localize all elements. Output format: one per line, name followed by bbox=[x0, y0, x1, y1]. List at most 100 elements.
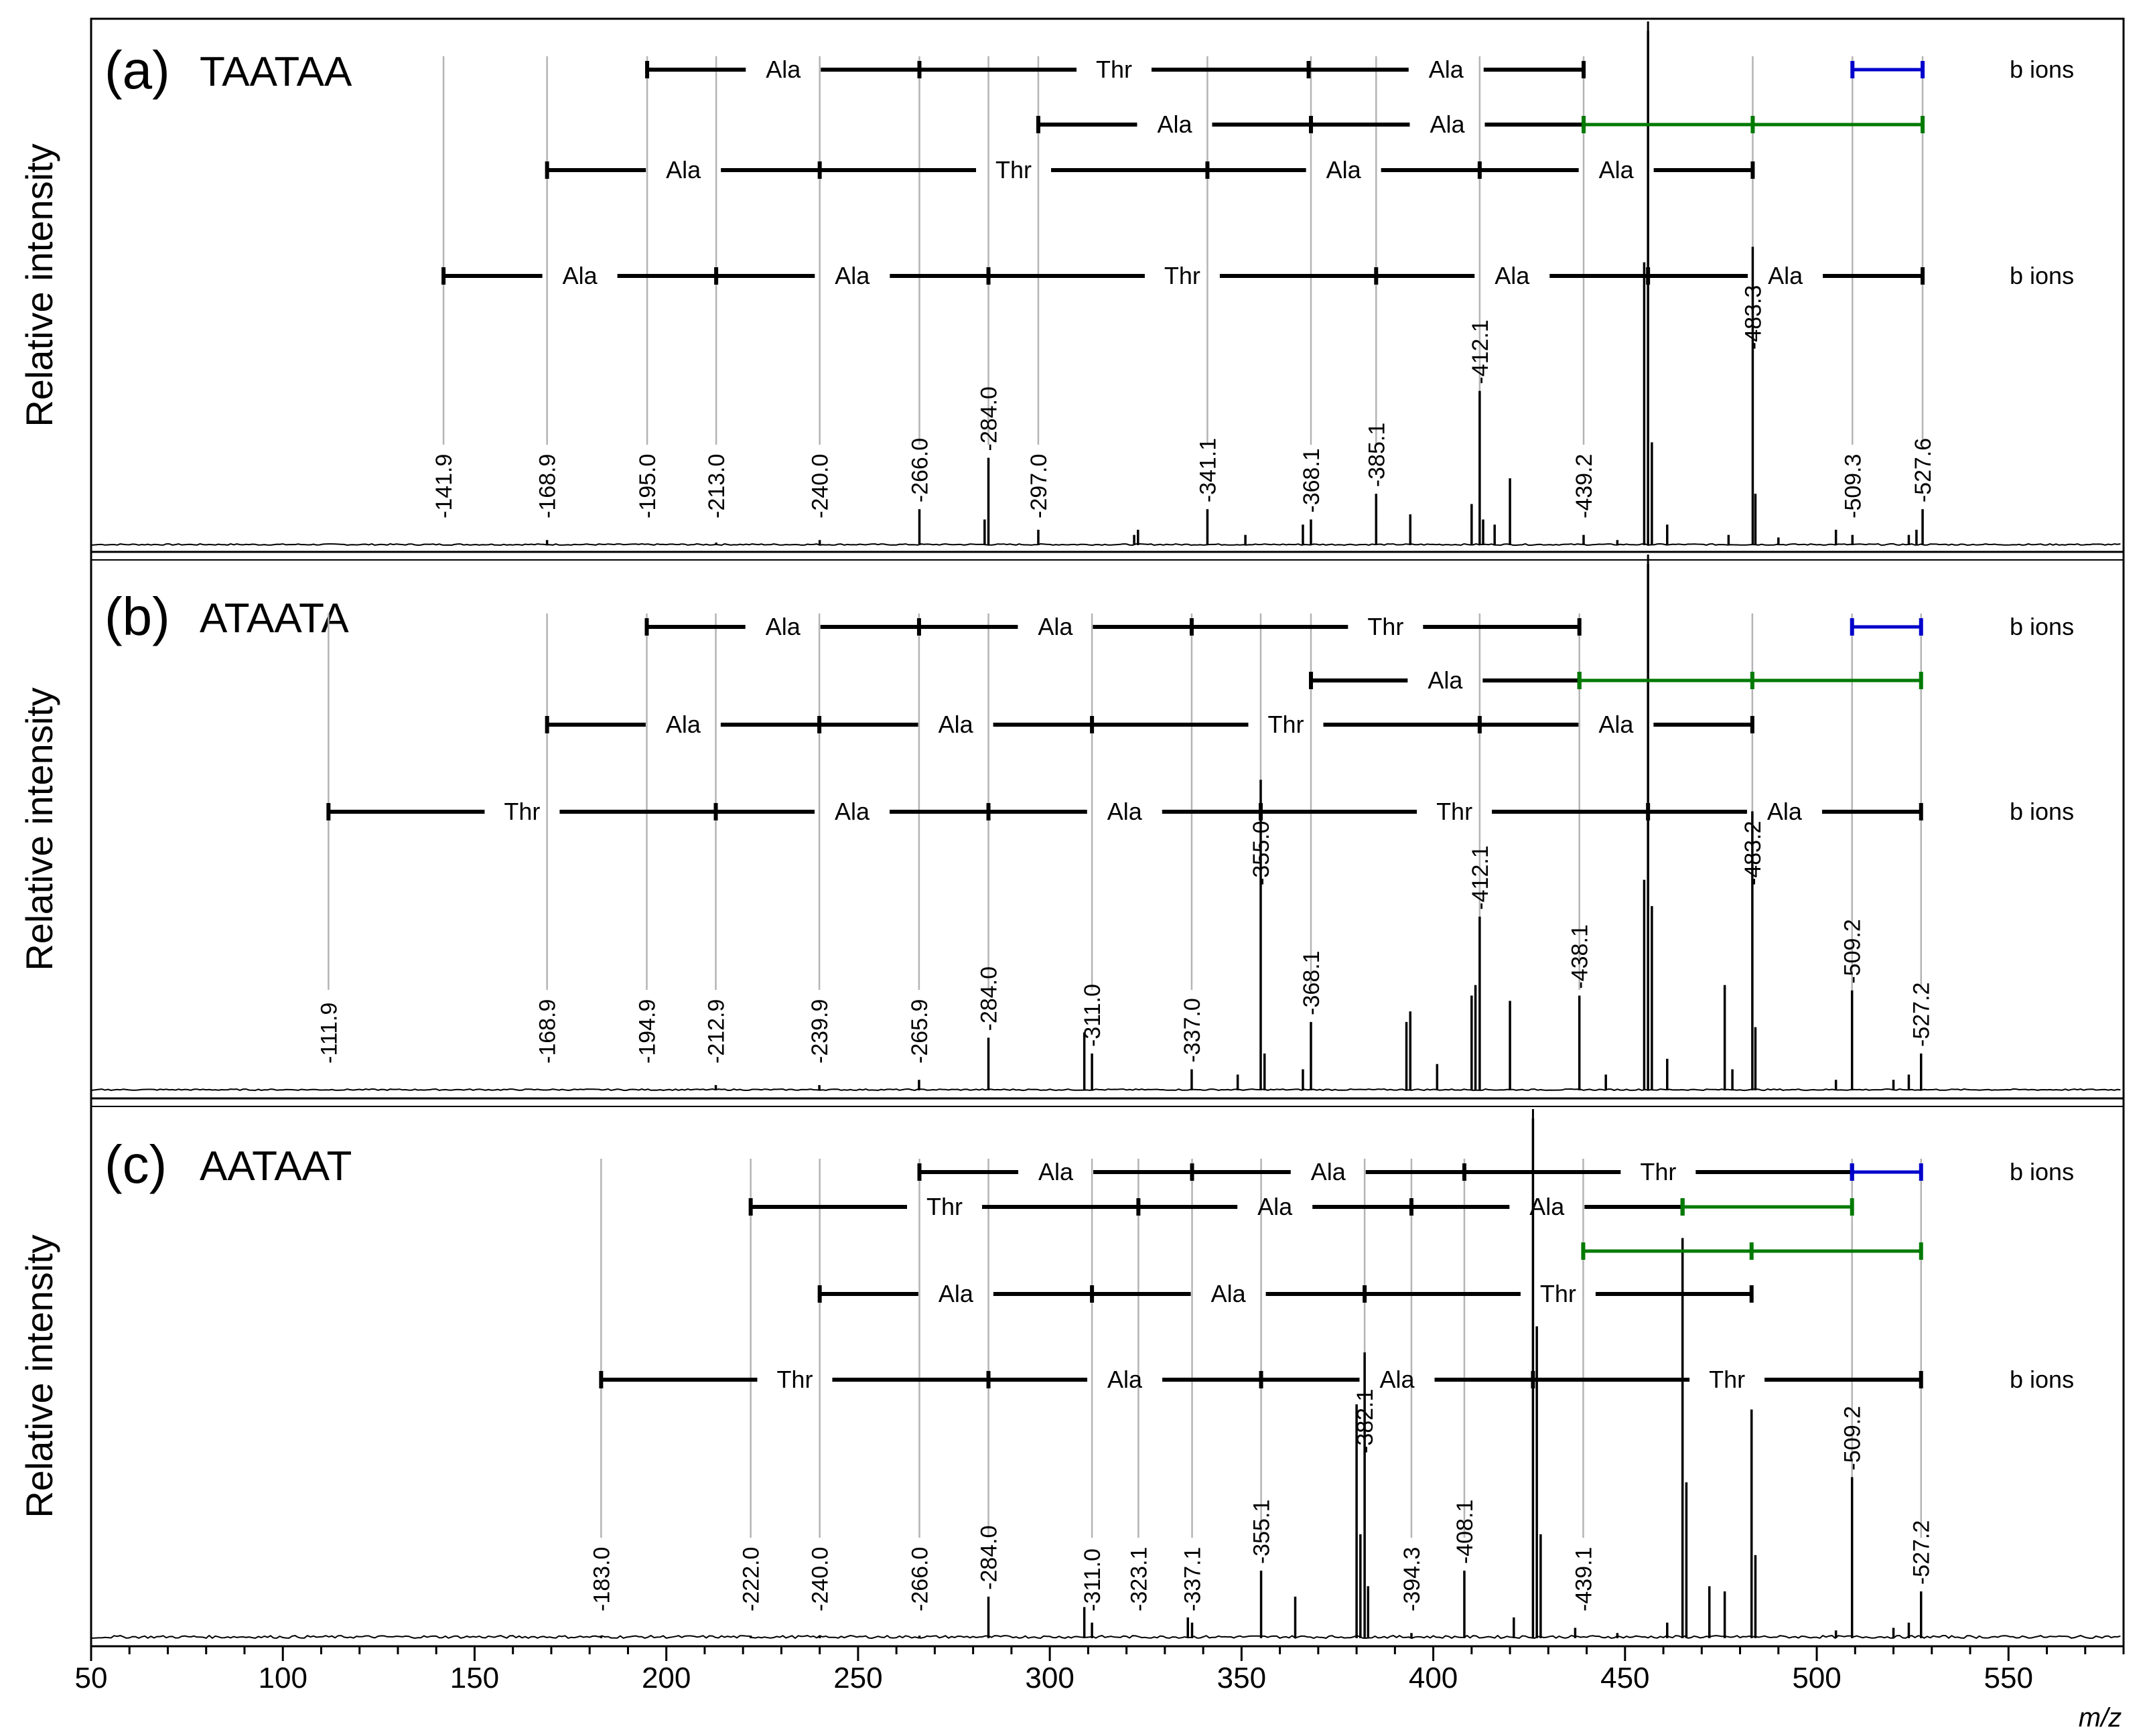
peak-label: -240.0 bbox=[808, 1547, 833, 1611]
x-tick-label: 200 bbox=[642, 1662, 691, 1694]
residue-label: Ala bbox=[666, 711, 701, 738]
peak-label: -382.1 bbox=[1353, 1389, 1378, 1453]
ion-series-label: b ions bbox=[2010, 262, 2074, 289]
panel-taataa: Relative intensity(a) TAATAA-141.9 -168.9-… bbox=[18, 21, 2121, 547]
peak-label: -194.9 bbox=[634, 999, 660, 1064]
fragment-ladder-black: Ala Ala Thr Ala bbox=[545, 711, 1754, 738]
peak-label: -509.2 bbox=[1840, 919, 1866, 983]
panels: Relative intensity(a) TAATAA-141.9 -168.9-… bbox=[18, 21, 2121, 1640]
ion-series-label: b ions bbox=[2010, 613, 2074, 640]
residue-label: Thr bbox=[1540, 1280, 1576, 1307]
fragment-ladder-black: Ala Thr Ala bbox=[645, 56, 1586, 83]
residue-label: Ala bbox=[939, 1280, 974, 1307]
panel-aataat: Relative intensity(c) AATAAT-183.0 -222.0-… bbox=[18, 1109, 2121, 1640]
ion-series-label: b ions bbox=[2010, 56, 2074, 83]
residue-label: Ala bbox=[666, 156, 701, 184]
peak-label: -439.2 bbox=[1572, 454, 1597, 518]
residue-label: Thr bbox=[1164, 262, 1200, 289]
spectrum-peaks bbox=[714, 555, 1923, 1090]
peak-label: -213.0 bbox=[704, 454, 730, 518]
peak-labels: -141.9 -168.9 -195.0 -213.0 -240.0 -266.0 -284… bbox=[431, 285, 1936, 518]
peak-label: -394.3 bbox=[1399, 1547, 1425, 1611]
peak-label: -266.0 bbox=[907, 1547, 932, 1611]
x-tick-label: 350 bbox=[1217, 1662, 1266, 1694]
peak-label: -297.0 bbox=[1026, 454, 1052, 518]
y-axis-label: Relative intensity bbox=[18, 687, 60, 970]
fragment-ladder-black: Ala Ala Thr bbox=[644, 613, 1582, 640]
fragment-ladder-black: Ala Ala Thr bbox=[817, 1280, 1754, 1307]
drop-lines bbox=[600, 1159, 1922, 1538]
peak-label: -509.3 bbox=[1840, 454, 1866, 518]
residue-label: Ala bbox=[1157, 111, 1192, 138]
fragment-ladder-blue: b ions bbox=[1850, 56, 2074, 83]
fragment-ladder-black: Ala Ala Thr Ala Ala b ions bbox=[441, 262, 2074, 289]
residue-label: Thr bbox=[995, 156, 1032, 184]
peak-label: -222.0 bbox=[739, 1547, 764, 1611]
fragment-ladder-blue: b ions bbox=[1850, 1158, 2074, 1185]
peak-label: -483.3 bbox=[1740, 285, 1766, 350]
residue-label: Ala bbox=[1038, 613, 1073, 640]
spectrum-noise bbox=[90, 542, 2121, 547]
panel-sequence: TAATAA bbox=[200, 49, 352, 95]
peak-label: -368.1 bbox=[1299, 950, 1324, 1015]
fragment-ladder-green bbox=[1581, 116, 1925, 133]
peak-label: -266.0 bbox=[907, 438, 932, 502]
peak-label: -438.1 bbox=[1568, 924, 1593, 989]
x-tick-label: 50 bbox=[75, 1662, 108, 1694]
y-axis-label: Relative intensity bbox=[18, 1234, 60, 1518]
residue-label: Thr bbox=[1096, 56, 1132, 83]
residue-label: Ala bbox=[1038, 1158, 1074, 1185]
residue-label: Ala bbox=[1379, 1366, 1415, 1393]
spectrum-noise bbox=[90, 1634, 2121, 1640]
residue-label: Ala bbox=[1107, 798, 1143, 825]
peak-label: -168.9 bbox=[535, 454, 561, 518]
peak-label: -265.9 bbox=[907, 999, 932, 1064]
peak-label: -212.9 bbox=[704, 999, 730, 1064]
peak-label: -311.0 bbox=[1080, 1548, 1105, 1611]
residue-label: Ala bbox=[1257, 1193, 1293, 1220]
peak-label: -368.1 bbox=[1299, 448, 1324, 512]
residue-label: Ala bbox=[1495, 262, 1530, 289]
residue-label: Ala bbox=[1326, 156, 1362, 184]
peak-label: -141.9 bbox=[431, 454, 457, 518]
y-axis-label: Relative intensity bbox=[18, 143, 60, 427]
residue-label: Thr bbox=[776, 1366, 813, 1393]
residue-label: Ala bbox=[1428, 666, 1463, 694]
fragment-ladder-black: Ala Ala bbox=[1036, 111, 1586, 138]
peak-label: -412.1 bbox=[1468, 845, 1493, 910]
residue-label: Ala bbox=[1429, 56, 1464, 83]
panel-ataata: Relative intensity(b) ATAATA-111.9 -168.9-… bbox=[18, 555, 2121, 1092]
peak-label: -439.1 bbox=[1571, 1547, 1596, 1611]
peak-label: -355.0 bbox=[1249, 821, 1274, 885]
x-tick-label: 300 bbox=[1025, 1662, 1074, 1694]
fragment-ladder-green bbox=[1577, 672, 1923, 689]
ion-series-label: b ions bbox=[2010, 1366, 2074, 1393]
peak-label: -341.1 bbox=[1195, 438, 1221, 502]
spectrum-noise bbox=[90, 1088, 2121, 1092]
residue-label: Thr bbox=[1367, 613, 1403, 640]
residue-label: Ala bbox=[1211, 1280, 1247, 1307]
residue-label: Thr bbox=[926, 1193, 963, 1220]
residue-label: Ala bbox=[766, 56, 801, 83]
residue-label: Ala bbox=[1767, 798, 1803, 825]
ion-series-label: b ions bbox=[2010, 1158, 2074, 1185]
residue-label: Ala bbox=[1430, 111, 1465, 138]
peak-label: -385.1 bbox=[1364, 423, 1389, 487]
peak-label: -355.1 bbox=[1249, 1500, 1275, 1564]
fragment-ladder-green bbox=[1581, 1242, 1923, 1260]
fragment-ladder-green bbox=[1680, 1198, 1854, 1216]
peak-label: -183.0 bbox=[589, 1547, 614, 1611]
residue-label: Thr bbox=[1436, 798, 1472, 825]
x-tick-label: 250 bbox=[833, 1662, 882, 1694]
peak-label: -168.9 bbox=[535, 999, 561, 1064]
peak-label: -311.0 bbox=[1080, 984, 1105, 1047]
x-tick-label: 450 bbox=[1600, 1662, 1649, 1694]
residue-label: Ala bbox=[563, 262, 598, 289]
residue-label: Ala bbox=[835, 798, 870, 825]
peak-label: -527.2 bbox=[1909, 1520, 1935, 1585]
outer-frame bbox=[90, 17, 2125, 1648]
residue-label: Ala bbox=[1311, 1158, 1346, 1185]
panel-letter: (b) bbox=[105, 587, 170, 646]
